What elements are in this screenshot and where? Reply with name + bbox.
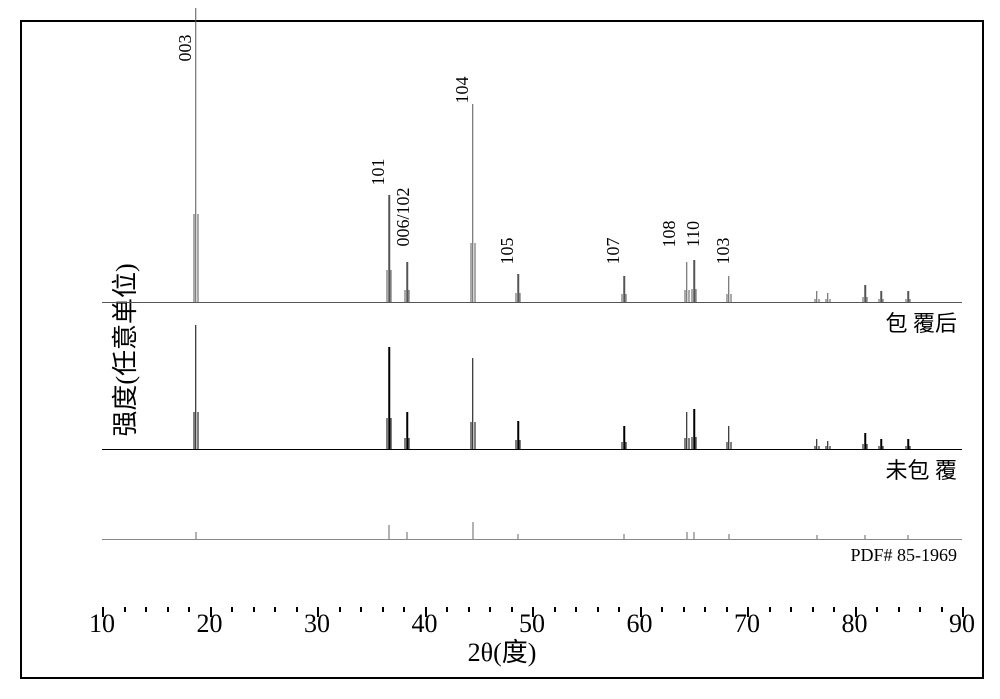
x-tick-minor xyxy=(382,607,384,612)
x-tick-minor xyxy=(704,607,706,612)
peak-label: 110 xyxy=(683,221,704,247)
x-tick-minor xyxy=(124,607,126,612)
x-tick-minor xyxy=(726,607,728,612)
reference-tick xyxy=(389,525,390,539)
x-tick-minor xyxy=(919,607,921,612)
x-tick-minor xyxy=(446,607,448,612)
x-tick-label: 30 xyxy=(304,609,330,639)
x-tick-minor xyxy=(554,607,556,612)
x-tick-label: 80 xyxy=(842,609,868,639)
reference-tick xyxy=(694,532,695,539)
x-tick-minor xyxy=(489,607,491,612)
x-tick-label: 60 xyxy=(627,609,653,639)
reference-tick xyxy=(816,535,817,540)
reference-tick xyxy=(407,532,408,539)
reference-baseline xyxy=(102,539,962,540)
peak-label: 103 xyxy=(713,238,734,265)
x-tick-minor xyxy=(296,607,298,612)
series-label-coated: 包 覆后 xyxy=(885,306,957,338)
x-tick-minor xyxy=(231,607,233,612)
x-tick-minor xyxy=(167,607,169,612)
x-tick-minor xyxy=(833,607,835,612)
reference-tick xyxy=(195,532,196,539)
x-tick-label: 40 xyxy=(412,609,438,639)
x-tick-minor xyxy=(274,607,276,612)
x-tick-minor xyxy=(769,607,771,612)
reference-tick xyxy=(518,534,519,540)
peak-label: 101 xyxy=(368,158,389,185)
peak-label: 104 xyxy=(452,77,473,104)
x-tick-minor xyxy=(360,607,362,612)
x-tick-label: 90 xyxy=(949,609,975,639)
plot-area: 包 覆后未包 覆003101006/102104105107108110103P… xyxy=(102,42,962,607)
x-tick-minor xyxy=(941,607,943,612)
peak-label: 006/102 xyxy=(393,188,414,247)
series-label-uncoated: 未包 覆 xyxy=(885,453,957,485)
x-tick-minor xyxy=(661,607,663,612)
x-tick-minor xyxy=(898,607,900,612)
peak-label: 105 xyxy=(497,238,518,265)
peak-label: 108 xyxy=(659,221,680,248)
x-tick-minor xyxy=(876,607,878,612)
x-tick-minor xyxy=(253,607,255,612)
x-tick-minor xyxy=(188,607,190,612)
x-tick-minor xyxy=(597,607,599,612)
baseline-coated xyxy=(102,302,962,304)
x-tick-minor xyxy=(618,607,620,612)
x-tick-minor xyxy=(403,607,405,612)
x-tick-minor xyxy=(790,607,792,612)
x-tick-label: 10 xyxy=(89,609,115,639)
reference-tick xyxy=(865,535,866,540)
x-tick-label: 50 xyxy=(519,609,545,639)
x-tick-minor xyxy=(812,607,814,612)
reference-tick xyxy=(686,532,687,539)
x-tick-minor xyxy=(511,607,513,612)
x-tick-minor xyxy=(683,607,685,612)
x-tick-minor xyxy=(575,607,577,612)
x-tick-minor xyxy=(339,607,341,612)
reference-label: PDF# 85-1969 xyxy=(850,545,957,566)
xrd-chart: 强度(任意单位) 2θ(度) 包 覆后未包 覆003101006/1021041… xyxy=(20,20,984,679)
peak-label: 003 xyxy=(175,34,196,61)
baseline-uncoated xyxy=(102,449,962,451)
reference-tick xyxy=(472,522,473,539)
x-tick-label: 20 xyxy=(197,609,223,639)
x-tick-minor xyxy=(145,607,147,612)
reference-tick xyxy=(624,534,625,540)
x-tick-minor xyxy=(468,607,470,612)
reference-tick xyxy=(728,534,729,540)
x-tick-label: 70 xyxy=(734,609,760,639)
peak-label: 107 xyxy=(603,238,624,265)
reference-tick xyxy=(908,535,909,540)
